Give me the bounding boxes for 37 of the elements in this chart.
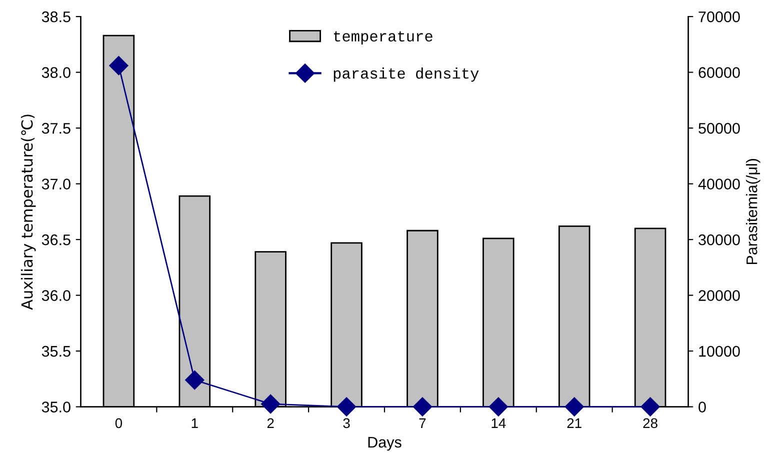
legend-label: temperature	[334, 31, 432, 45]
point	[336, 397, 356, 416]
x-tick-label: 7	[419, 418, 426, 428]
x-axis-title: Days	[368, 436, 402, 451]
y2-tick-label: 60000	[698, 67, 740, 78]
y2-tick-label: 70000	[698, 11, 740, 22]
point	[640, 397, 660, 416]
legend-label: parasite density	[334, 67, 479, 82]
x-tick-label: 28	[643, 418, 658, 428]
x-tick-label: 2	[267, 418, 274, 428]
y2-tick-label: 30000	[698, 234, 740, 246]
point	[564, 397, 584, 416]
y2-tick-label: 10000	[699, 346, 740, 357]
x-tick-label: 3	[343, 418, 350, 428]
x-tick-label: 1	[192, 418, 198, 428]
y-tick-label: 36.5	[42, 234, 70, 246]
point	[488, 397, 508, 416]
y2-tick-label: 20000	[698, 290, 740, 301]
y-tick-label: 37.5	[42, 122, 70, 134]
y-tick-label: 37.0	[42, 178, 70, 190]
y-tick-label: 36.0	[42, 290, 70, 301]
y2-tick-label: 40000	[698, 178, 740, 190]
x-tick-label: 14	[492, 418, 506, 428]
y2-tick-label: 0	[698, 402, 706, 412]
point	[412, 397, 432, 416]
y-tick-label: 35.5	[42, 346, 70, 357]
y-tick-label: 35.0	[42, 402, 70, 412]
y2-tick-label: 50000	[698, 122, 740, 134]
x-tick-label: 0	[115, 418, 122, 428]
y-axis-title: Auxiliary temperature(℃)	[20, 114, 36, 310]
point	[261, 394, 280, 414]
y2-axis-title: Parasitemia(/μl)	[746, 158, 760, 264]
x-tick-label: 21	[567, 418, 582, 428]
y-tick-label: 38.5	[42, 11, 70, 22]
point	[185, 370, 204, 390]
point	[109, 56, 128, 76]
y-tick-label: 38.0	[42, 67, 70, 78]
